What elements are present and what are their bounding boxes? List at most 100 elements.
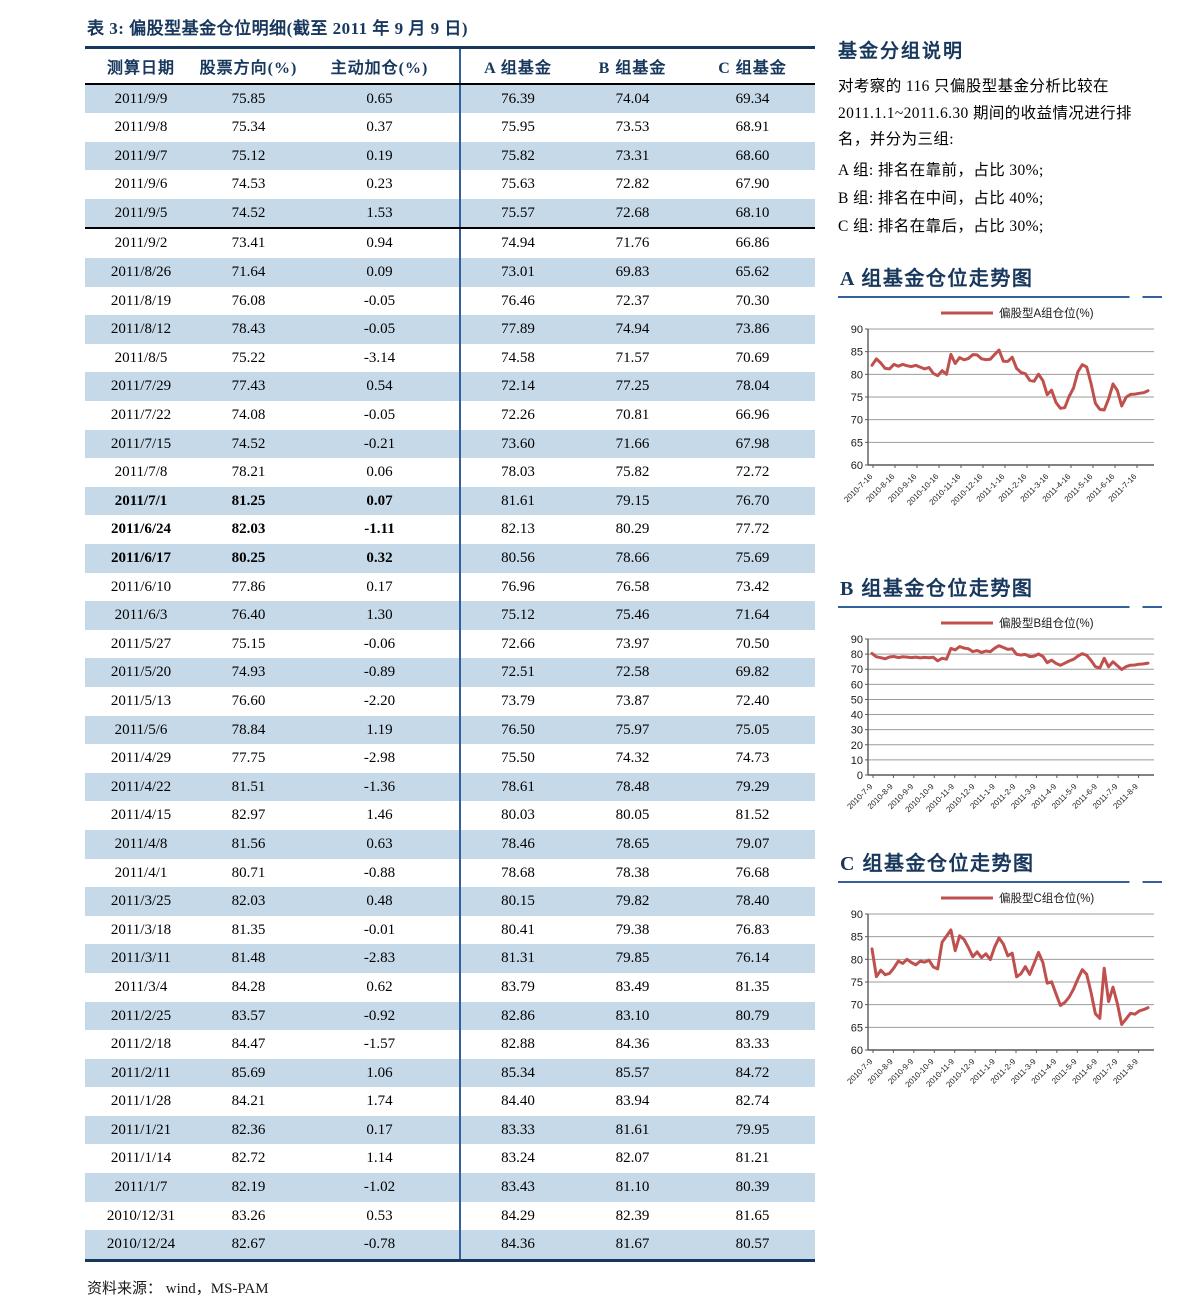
- table-row: 2011/9/7 75.12 0.19 75.82 73.31 68.60: [85, 141, 815, 171]
- table-cell: 2011/3/11: [111, 950, 171, 967]
- source-note: 资料来源： wind，MS-PAM: [87, 1280, 269, 1297]
- table-cell: 2011/5/27: [110, 635, 172, 652]
- table-row: 2011/9/5 74.52 1.53 75.57 72.68 68.10: [85, 198, 815, 230]
- table-cell: 2011/6/3: [114, 607, 168, 624]
- table-cell: 1.74: [300, 1087, 461, 1116]
- table-cell: 2011/9/5: [85, 198, 197, 230]
- table-cell: 2010/12/31: [106, 1207, 176, 1224]
- table-cell: 80.79: [735, 1007, 770, 1024]
- table-cell: 77.86: [231, 578, 266, 595]
- column-header-active-add: 主动加仓(%): [300, 47, 461, 85]
- table-cell: -0.05: [300, 286, 461, 316]
- y-tick-label: 60: [851, 460, 863, 472]
- table-row: 2011/7/1 81.25 0.07 81.61 79.15 76.70: [85, 486, 815, 516]
- table-cell: 79.07: [735, 835, 770, 852]
- table-cell: 74.52: [197, 198, 300, 230]
- table-cell: 1.30: [300, 601, 461, 630]
- table-cell: 2011/6/10: [110, 578, 172, 595]
- table-cell: 81.61: [501, 492, 535, 509]
- table-cell: 69.34: [735, 90, 770, 107]
- table-row: 2011/5/13 76.60 -2.20 73.79 73.87 72.40: [85, 686, 815, 716]
- table-cell: 2011/1/14: [110, 1150, 172, 1167]
- table-cell: 77.43: [231, 378, 266, 395]
- table-row: 2011/6/3 76.40 1.30 75.12 75.46 71.64: [85, 601, 815, 630]
- table-cell: 83.49: [615, 978, 650, 995]
- table-row: 2011/7/22 74.08 -0.05 72.26 70.81 66.96: [85, 401, 815, 430]
- table-cell: 82.72: [231, 1150, 266, 1167]
- table-cell: 79.82: [615, 893, 650, 910]
- table-cell: 0.06: [300, 458, 461, 487]
- table-cell: 84.21: [231, 1093, 266, 1110]
- table-cell: 0.17: [300, 1115, 461, 1145]
- table-cell: 0.54: [300, 372, 461, 402]
- table-cell: 68.91: [735, 119, 770, 136]
- table-cell: 2011/2/25: [110, 1007, 172, 1024]
- table-cell: 82.03: [231, 893, 266, 910]
- table-cell: 2011/3/18: [110, 921, 172, 938]
- legend-label: 偏股型C组仓位(%): [999, 891, 1094, 905]
- table-cell: 78.03: [501, 464, 535, 481]
- table-cell: 2011/9/6: [114, 176, 168, 193]
- table-cell: 78.84: [231, 721, 266, 738]
- table-cell: 78.40: [735, 893, 770, 910]
- table-row: 2011/4/15 82.97 1.46 80.03 80.05 81.52: [85, 801, 815, 830]
- table-cell: 83.24: [501, 1150, 535, 1167]
- table-cell: 80.39: [735, 1179, 770, 1196]
- table-row: 2011/2/11 85.69 1.06 85.34 85.57 84.72: [85, 1058, 815, 1088]
- table-cell: 0.17: [300, 572, 461, 602]
- table-cell: 0.65: [300, 83, 461, 114]
- table-cell: 75.97: [615, 721, 650, 738]
- table-cell: -0.05: [300, 401, 461, 430]
- table-cell: -0.88: [300, 858, 461, 888]
- y-tick-label: 90: [851, 634, 863, 646]
- table-cell: 81.21: [735, 1150, 770, 1167]
- table-cell: 72.14: [501, 378, 535, 395]
- table-body: 2011/9/9 75.85 0.65 76.39 74.04 69.34 2011/9/8…: [85, 83, 815, 1261]
- table-cell: 80.41: [501, 921, 535, 938]
- table-cell: 0.23: [300, 170, 461, 199]
- table-cell: 78.21: [231, 464, 266, 481]
- chart-c-title: C 组基金仓位走势图: [840, 853, 1035, 875]
- table-cell: 76.68: [735, 864, 770, 881]
- table-row: 2011/7/29 77.43 0.54 72.14 77.25 78.04: [85, 372, 815, 402]
- table-cell: 76.46: [501, 292, 535, 309]
- table-cell: 2011/1/28: [110, 1093, 172, 1110]
- column-header-group-c: C 组基金: [690, 47, 815, 85]
- table-cell: 83.43: [501, 1179, 535, 1196]
- table-cell: 73.01: [501, 264, 535, 281]
- table-cell: 84.72: [735, 1064, 770, 1081]
- table-row: 2011/2/18 84.47 -1.57 82.88 84.36 83.33: [85, 1030, 815, 1059]
- table-cell: 71.66: [615, 435, 650, 452]
- table-cell: 75.57: [460, 198, 575, 230]
- fund-position-table: 测算日期 股票方向(%) 主动加仓(%) A 组基金 B 组基金 C 组基金 2…: [85, 46, 815, 1262]
- table-cell: 76.96: [501, 578, 535, 595]
- series-line: [870, 928, 1150, 1026]
- table-cell: 72.82: [615, 176, 650, 193]
- table-cell: 2010/12/24: [106, 1236, 176, 1253]
- table-cell: 77.75: [231, 750, 266, 767]
- column-header-group-b: B 组基金: [575, 47, 690, 85]
- table-cell: 78.38: [615, 864, 650, 881]
- y-tick-label: 0: [857, 770, 863, 782]
- table-cell: 83.10: [615, 1007, 650, 1024]
- table-cell: 84.36: [501, 1236, 535, 1253]
- legend-label: 偏股型B组仓位(%): [999, 616, 1094, 630]
- table-cell: 82.19: [231, 1179, 266, 1196]
- table-cell: 2011/5/20: [110, 664, 172, 681]
- table-row: 2011/8/5 75.22 -3.14 74.58 71.57 70.69: [85, 343, 815, 373]
- table-cell: 69.82: [735, 664, 770, 681]
- table-cell: 2011/2/11: [111, 1064, 171, 1081]
- chart-section-group-b: B 组基金仓位走势图 90 80 70 60 50 40 30 20 10 0 2010-7-9 20…: [838, 572, 1162, 829]
- table-cell: 78.46: [501, 835, 535, 852]
- table-cell: 68.60: [735, 147, 770, 164]
- table-cell: 73.79: [501, 692, 535, 709]
- table-cell: 2011/4/15: [110, 807, 172, 824]
- table-cell: 2011/6/24: [110, 521, 171, 538]
- table-cell: 1.19: [300, 715, 461, 745]
- table-cell: 75.85: [231, 90, 266, 107]
- table-cell: 75.50: [501, 750, 535, 767]
- table-cell: 74.94: [501, 235, 535, 252]
- y-tick-label: 70: [851, 415, 863, 427]
- y-tick-label: 40: [851, 710, 863, 722]
- table-cell: 75.46: [615, 607, 650, 624]
